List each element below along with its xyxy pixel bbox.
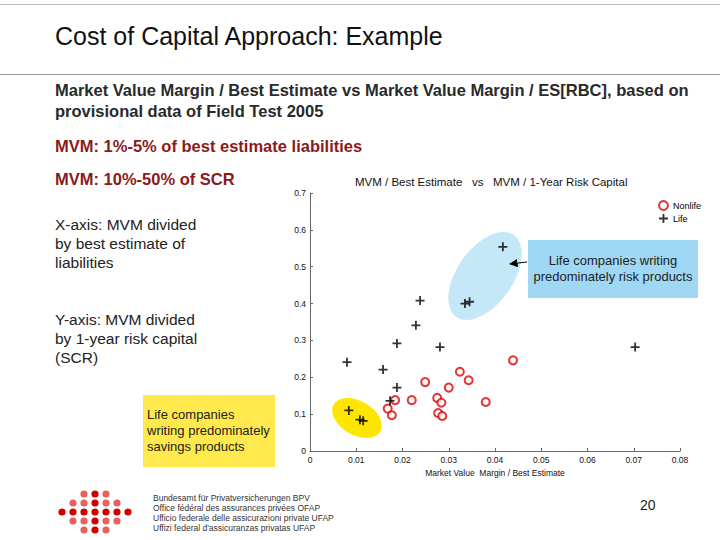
svg-text:0: 0: [308, 455, 313, 465]
html-text:Market Value Margin / Best Est: Market Value Margin / Best Estimate vs M…: [55, 81, 689, 120]
html-text:MVM: 10%-50% of SCR: MVM: 10%-50% of SCR: [55, 170, 235, 188]
html-text:Ufficio federale delle assicur: Ufficio federale delle assicurazioni pri…: [153, 513, 334, 523]
svg-text:0.04: 0.04: [487, 455, 504, 465]
svg-text:0.03: 0.03: [440, 455, 457, 465]
html-text:Life companies writing predomi: Life companies writing predominately sav…: [147, 407, 270, 454]
html-text:Bundesamt für Privatversicheru: Bundesamt für Privatversicherungen BPV: [153, 493, 310, 503]
svg-text:0: 0: [301, 446, 306, 456]
svg-text:Life: Life: [673, 214, 688, 224]
svg-text:0.06: 0.06: [579, 455, 596, 465]
svg-text:MVM / Best Estimate vs MVM: MVM / Best Estimate vs MVM / 1-Year Risk…: [355, 176, 627, 188]
svg-text:0.08: 0.08: [672, 455, 689, 465]
html-text:Life companies writing predomi: Life companies writing predominately ris…: [533, 253, 693, 284]
html-text:MVM: 1%-5% of best estimate li: MVM: 1%-5% of best estimate liabilities: [55, 137, 363, 155]
html-text:Y-axis: MVM divided by 1-year: Y-axis: MVM divided by 1-year risk capit…: [55, 311, 198, 366]
svg-text:0.2: 0.2: [294, 372, 306, 382]
svg-text:Nonlife: Nonlife: [673, 201, 701, 211]
svg-text:Market Value Margin / Best Es: Market Value Margin / Best Estimate: [425, 468, 565, 478]
svg-text:0.05: 0.05: [533, 455, 550, 465]
svg-text:0.6: 0.6: [294, 225, 306, 235]
svg-text:0.7: 0.7: [294, 188, 306, 198]
svg-text:0.3: 0.3: [294, 335, 306, 345]
svg-text:0.01: 0.01: [348, 455, 365, 465]
svg-text:0.1: 0.1: [294, 409, 306, 419]
svg-text:0.02: 0.02: [394, 455, 411, 465]
html-text:Cost of Capital Approach: Exam: Cost of Capital Approach: Example: [55, 22, 443, 50]
html-text:Uffizi federal d'assicuranzas: Uffizi federal d'assicuranzas privatas U…: [153, 523, 316, 533]
svg-text:0.5: 0.5: [294, 262, 306, 272]
svg-text:0.07: 0.07: [625, 455, 642, 465]
html-text:20: 20: [640, 497, 656, 513]
html-text:Office fédéral des assurances: Office fédéral des assurances privées OF…: [153, 503, 321, 513]
html-text:X-axis: MVM divided by best es: X-axis: MVM divided by best estimate of …: [55, 216, 197, 271]
svg-text:0.4: 0.4: [294, 299, 306, 309]
